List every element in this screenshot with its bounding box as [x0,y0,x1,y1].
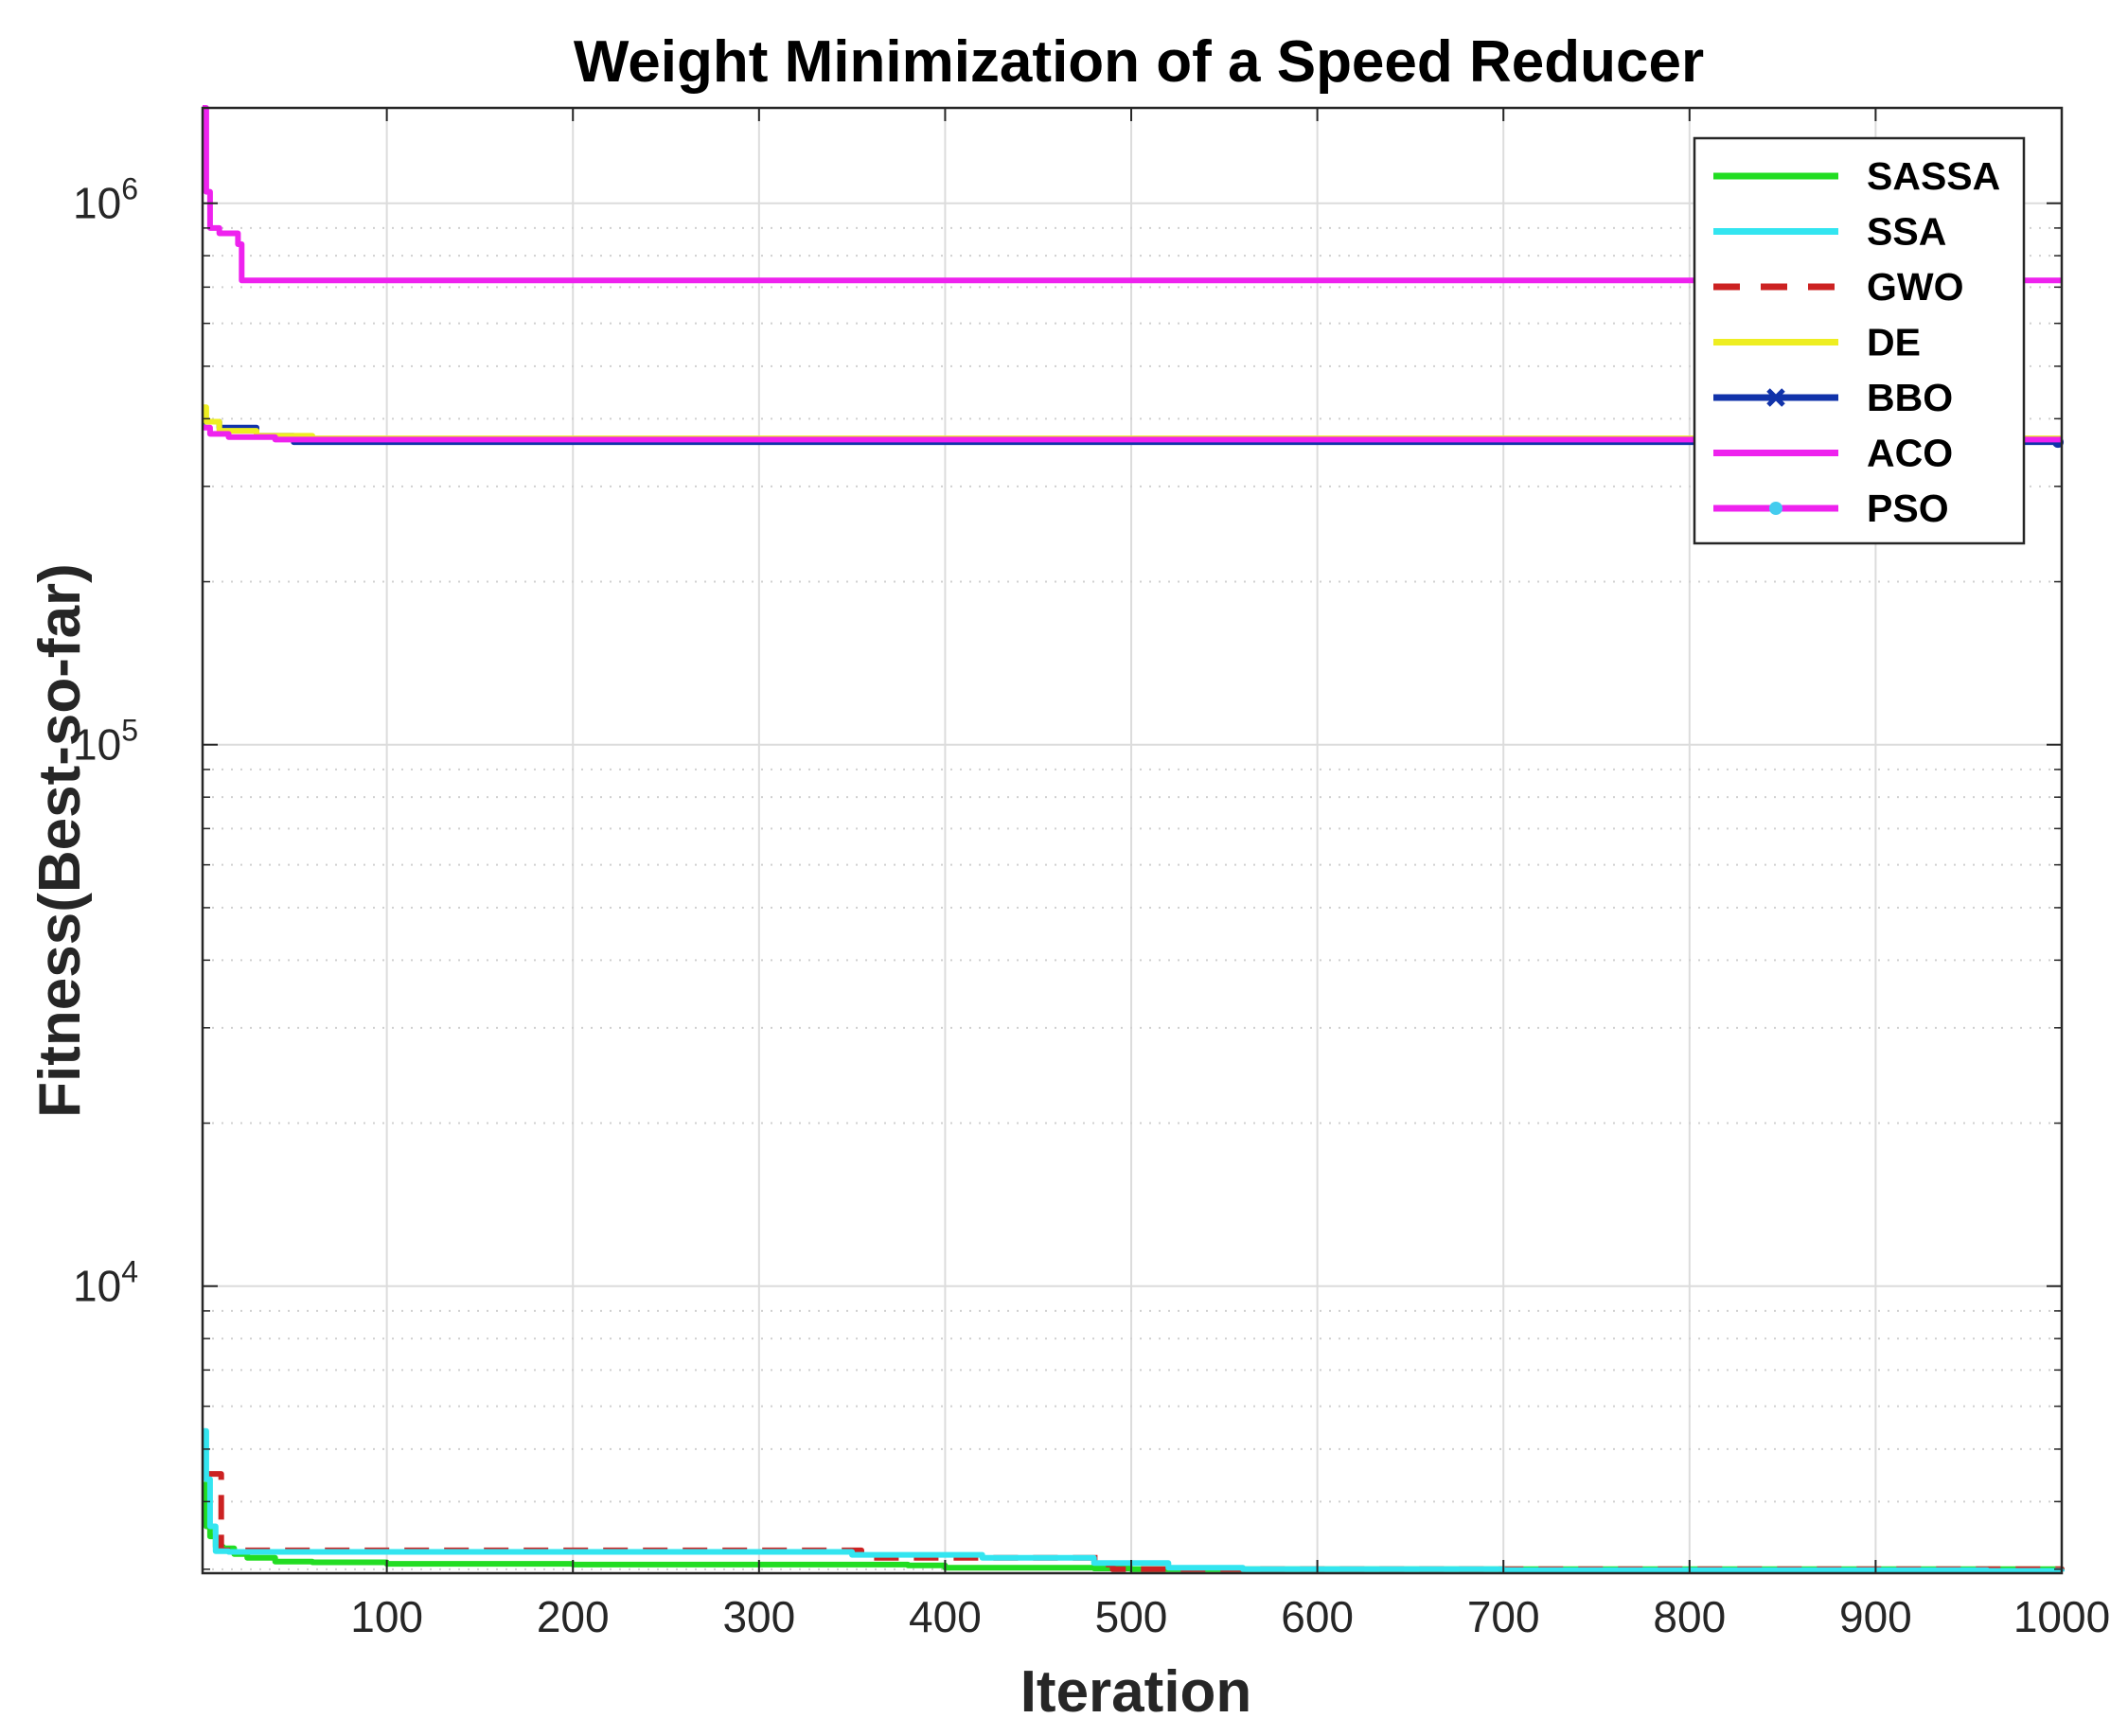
legend-label-ssa: SSA [1867,210,1946,254]
x-tick-label: 900 [1839,1592,1912,1641]
legend-label-de: DE [1867,321,1921,364]
y-tick-base: 10 [73,720,121,770]
x-tick-label: 100 [350,1592,423,1641]
y-axis-label: Fitness(Best-so-far) [27,563,93,1118]
legend-marker-stroke [1766,388,1785,407]
x-tick-label: 800 [1653,1592,1726,1641]
legend: SASSA SSA GWO DE BBO ACO PSO [1693,136,2026,545]
series-layer [203,105,2065,1574]
legend-marker-bbo [1766,388,1785,407]
legend-label-aco: ACO [1867,432,1953,475]
x-tick-label: 500 [1095,1592,1168,1641]
legend-marker-pso [1769,502,1782,515]
y-tick-label: 106 [73,172,138,228]
x-tick-label: 200 [537,1592,610,1641]
x-tick-label: 300 [722,1592,795,1641]
x-tick-label: 600 [1281,1592,1354,1641]
y-tick-exponent: 5 [121,714,138,748]
y-tick-exponent: 6 [121,172,138,206]
chart-title: Weight Minimization of a Speed Reducer [574,29,1704,95]
series-line-pso [203,424,2062,443]
y-tick-exponent: 4 [121,1255,138,1289]
legend-items: SASSA SSA GWO DE BBO ACO PSO [1713,154,2000,530]
x-tick-label: 400 [909,1592,982,1641]
y-tick-label: 104 [73,1255,138,1311]
legend-label-pso: PSO [1867,487,1949,530]
series-line-gwo [203,1471,2065,1572]
legend-label-gwo: GWO [1867,265,1963,309]
y-tick-base: 10 [73,179,121,228]
legend-label-sassa: SASSA [1867,154,2000,198]
x-tick-label: 700 [1467,1592,1540,1641]
x-axis-label: Iteration [1020,1659,1252,1725]
x-tick-label: 1000 [2013,1592,2110,1641]
series-line-aco [203,105,2062,284]
y-tick-base: 10 [73,1262,121,1311]
legend-label-bbo: BBO [1867,376,1953,419]
y-tick-label: 105 [73,714,138,770]
